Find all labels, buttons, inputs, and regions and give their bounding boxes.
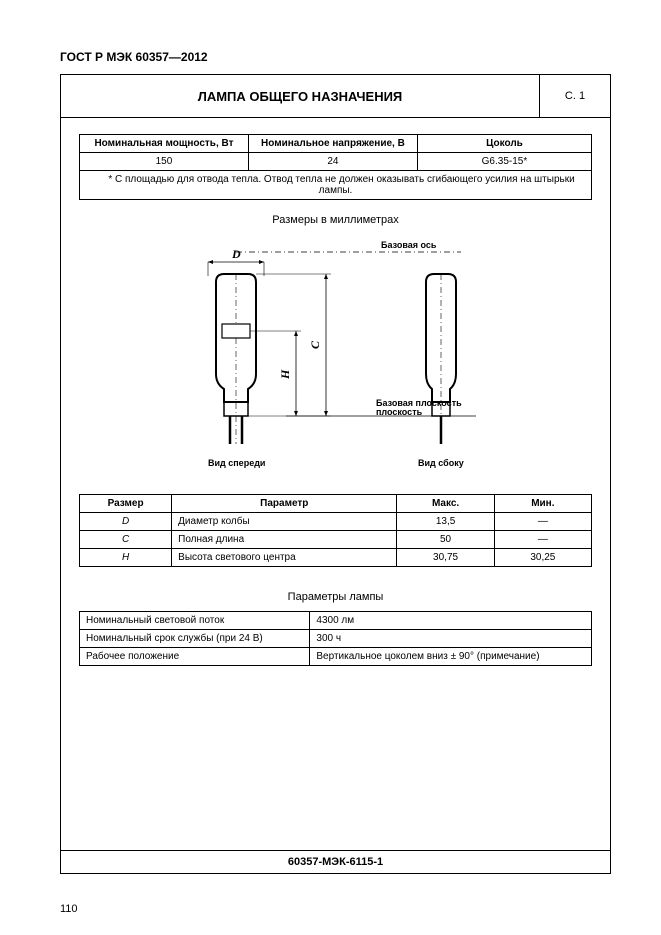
table-row: C Полная длина 50 — [80, 531, 592, 549]
spec-header-voltage: Номинальное напряжение, В [248, 135, 417, 153]
dim-min: — [494, 531, 591, 549]
dim-c-label: C [308, 340, 322, 349]
dim-d-label: D [231, 247, 241, 261]
sheet-number: С. 1 [540, 75, 610, 117]
front-view-label: Вид спереди [208, 458, 265, 468]
spec-value-power: 150 [80, 153, 249, 171]
table-row: D Диаметр колбы 13,5 — [80, 513, 592, 531]
document-header: ГОСТ Р МЭК 60357—2012 [60, 50, 611, 64]
spec-header-base: Цоколь [417, 135, 591, 153]
table-row: H Высота светового центра 30,75 30,25 [80, 549, 592, 567]
spec-table: Номинальная мощность, Вт Номинальное нап… [79, 134, 592, 200]
param-label: Рабочее положение [80, 648, 310, 666]
content-area: Номинальная мощность, Вт Номинальное нап… [61, 118, 610, 674]
page-title: ЛАМПА ОБЩЕГО НАЗНАЧЕНИЯ [61, 75, 540, 117]
dim-min: 30,25 [494, 549, 591, 567]
side-view-label: Вид сбоку [418, 458, 464, 468]
dim-header-min: Мин. [494, 495, 591, 513]
table-row: Номинальный световой поток 4300 лм [80, 612, 592, 630]
dim-h-label: H [278, 369, 292, 380]
dim-header-param: Параметр [172, 495, 397, 513]
table-row: Номинальный срок службы (при 24 В) 300 ч [80, 630, 592, 648]
spec-header-power: Номинальная мощность, Вт [80, 135, 249, 153]
params-table: Номинальный световой поток 4300 лм Номин… [79, 611, 592, 666]
spec-value-base: G6.35-15* [417, 153, 591, 171]
param-label: Номинальный срок службы (при 24 В) [80, 630, 310, 648]
dim-param: Полная длина [172, 531, 397, 549]
spec-value-voltage: 24 [248, 153, 417, 171]
page-number: 110 [60, 903, 78, 915]
table-row: Рабочее положение Вертикальное цоколем в… [80, 648, 592, 666]
params-caption: Параметры лампы [79, 591, 592, 603]
dim-max: 30,75 [397, 549, 494, 567]
dim-min: — [494, 513, 591, 531]
table-row: Номинальная мощность, Вт Номинальное нап… [80, 135, 592, 153]
param-value: Вертикальное цоколем вниз ± 90° (примеча… [310, 648, 592, 666]
dim-param: Диаметр колбы [172, 513, 397, 531]
title-row: ЛАМПА ОБЩЕГО НАЗНАЧЕНИЯ С. 1 [61, 75, 610, 118]
dim-max: 13,5 [397, 513, 494, 531]
param-label: Номинальный световой поток [80, 612, 310, 630]
spec-footnote: * С площадью для отвода тепла. Отвод теп… [80, 171, 592, 200]
dim-header-size: Размер [80, 495, 172, 513]
axis-label: Базовая ось [381, 240, 437, 250]
lamp-diagram: Базовая ось D [79, 234, 592, 484]
plane-label-2: плоскость [376, 407, 423, 417]
dim-param: Высота светового центра [172, 549, 397, 567]
param-value: 4300 лм [310, 612, 592, 630]
table-row: * С площадью для отвода тепла. Отвод теп… [80, 171, 592, 200]
dim-sym: H [80, 549, 172, 567]
footer-code: 60357-МЭК-6115-1 [61, 850, 610, 873]
dim-sym: C [80, 531, 172, 549]
dim-sym: D [80, 513, 172, 531]
dim-max: 50 [397, 531, 494, 549]
lamp-side-icon [426, 274, 456, 444]
dimensions-caption: Размеры в миллиметрах [79, 214, 592, 226]
dim-header-max: Макс. [397, 495, 494, 513]
table-row: 150 24 G6.35-15* [80, 153, 592, 171]
outer-frame: ЛАМПА ОБЩЕГО НАЗНАЧЕНИЯ С. 1 Номинальная… [60, 74, 611, 874]
param-value: 300 ч [310, 630, 592, 648]
dimensions-table: Размер Параметр Макс. Мин. D Диаметр кол… [79, 494, 592, 567]
table-row: Размер Параметр Макс. Мин. [80, 495, 592, 513]
lamp-front-icon [216, 274, 256, 444]
